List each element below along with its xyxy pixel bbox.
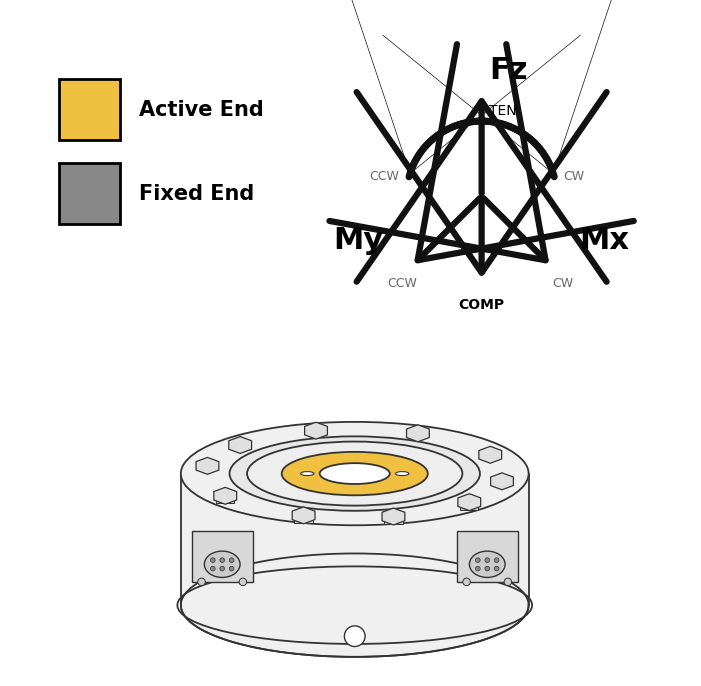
Polygon shape bbox=[292, 507, 315, 524]
Ellipse shape bbox=[181, 422, 529, 525]
Circle shape bbox=[504, 578, 512, 586]
Text: Active End: Active End bbox=[139, 100, 264, 120]
Circle shape bbox=[475, 566, 480, 571]
Text: Mx: Mx bbox=[580, 226, 629, 255]
Text: CW: CW bbox=[564, 170, 585, 183]
Polygon shape bbox=[407, 425, 429, 442]
Polygon shape bbox=[491, 473, 513, 490]
Circle shape bbox=[463, 578, 470, 586]
Circle shape bbox=[239, 578, 247, 586]
Bar bbox=[59, 79, 120, 140]
Circle shape bbox=[485, 566, 489, 571]
Circle shape bbox=[210, 566, 215, 571]
Ellipse shape bbox=[282, 452, 428, 495]
Circle shape bbox=[229, 566, 234, 571]
Ellipse shape bbox=[301, 471, 314, 475]
Ellipse shape bbox=[229, 436, 480, 511]
Circle shape bbox=[220, 558, 224, 563]
Circle shape bbox=[494, 558, 499, 563]
Polygon shape bbox=[196, 458, 219, 474]
Bar bbox=[294, 515, 313, 523]
Polygon shape bbox=[458, 494, 481, 510]
Bar bbox=[384, 517, 402, 524]
Ellipse shape bbox=[205, 551, 240, 578]
Ellipse shape bbox=[470, 551, 505, 578]
Text: CW: CW bbox=[552, 277, 573, 290]
Ellipse shape bbox=[181, 554, 529, 657]
Bar bbox=[191, 531, 253, 582]
Circle shape bbox=[220, 566, 224, 571]
Bar bbox=[456, 531, 518, 582]
Polygon shape bbox=[479, 447, 502, 463]
Polygon shape bbox=[382, 508, 405, 525]
Text: Fixed End: Fixed End bbox=[139, 185, 254, 204]
Ellipse shape bbox=[320, 463, 390, 484]
Circle shape bbox=[344, 626, 365, 646]
Circle shape bbox=[198, 578, 205, 586]
Text: Fz: Fz bbox=[489, 56, 528, 85]
Polygon shape bbox=[214, 487, 237, 504]
Circle shape bbox=[210, 558, 215, 563]
Ellipse shape bbox=[395, 471, 409, 475]
Polygon shape bbox=[229, 436, 252, 453]
Text: CCW: CCW bbox=[388, 277, 417, 290]
Bar bbox=[59, 163, 120, 224]
Polygon shape bbox=[305, 422, 327, 439]
Circle shape bbox=[229, 558, 234, 563]
Bar bbox=[460, 502, 479, 510]
Circle shape bbox=[485, 558, 489, 563]
Bar bbox=[216, 496, 234, 504]
Text: My: My bbox=[334, 226, 383, 255]
Polygon shape bbox=[181, 473, 529, 657]
Text: CCW: CCW bbox=[369, 170, 400, 183]
Circle shape bbox=[494, 566, 499, 571]
Circle shape bbox=[475, 558, 480, 563]
Text: TEN: TEN bbox=[489, 104, 517, 118]
Text: COMP: COMP bbox=[458, 298, 505, 312]
Ellipse shape bbox=[247, 442, 463, 506]
